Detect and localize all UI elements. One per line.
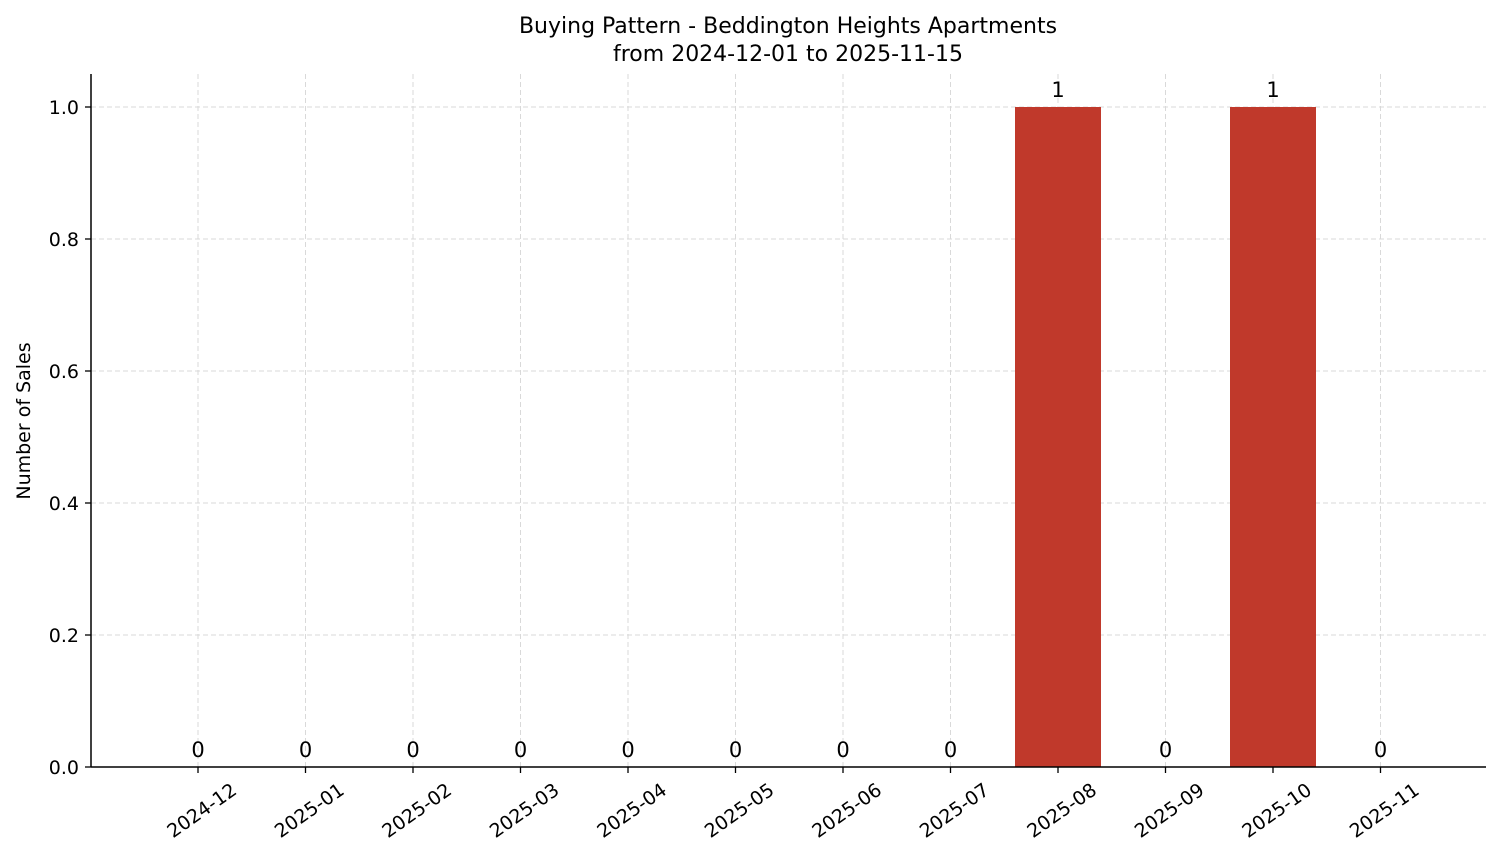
- bar-value-label: 0: [836, 738, 849, 762]
- bar: [1015, 107, 1101, 767]
- chart-title-line-2: from 2024-12-01 to 2025-11-15: [613, 42, 963, 67]
- bar: [1230, 107, 1316, 767]
- bar-value-label: 0: [1159, 738, 1172, 762]
- x-tick-label: 2025-09: [1131, 779, 1209, 843]
- bar-value-label: 0: [406, 738, 419, 762]
- chart-title-line-1: Buying Pattern - Beddington Heights Apar…: [519, 14, 1057, 39]
- data-labels: 0 0 0 0 0 0 0 0 1 0 1 0: [191, 78, 1387, 762]
- y-tick-label: 0.8: [49, 229, 79, 251]
- y-tick-label: 1.0: [49, 97, 79, 119]
- bar-value-label: 0: [944, 738, 957, 762]
- bar-value-label: 0: [1374, 738, 1387, 762]
- bar-value-label: 0: [621, 738, 634, 762]
- y-axis-label: Number of Sales: [13, 342, 35, 499]
- bar-value-label: 0: [299, 738, 312, 762]
- ticks: 0.0 0.2 0.4 0.6 0.8 1.0 2024-12 2025-01 2025-02 2…: [49, 97, 1424, 843]
- bar-value-label: 0: [729, 738, 742, 762]
- x-tick-label: 2025-02: [378, 779, 456, 843]
- x-tick-label: 2025-03: [486, 779, 564, 843]
- bar-value-label: 0: [191, 738, 204, 762]
- y-tick-label: 0.4: [49, 493, 79, 515]
- x-tick-label: 2025-07: [916, 779, 994, 843]
- y-tick-label: 0.0: [49, 757, 79, 779]
- bar-value-label: 1: [1266, 78, 1279, 102]
- x-tick-label: 2025-04: [593, 779, 671, 843]
- y-tick-label: 0.6: [49, 361, 79, 383]
- y-tick-label: 0.2: [49, 625, 79, 647]
- bar-value-label: 1: [1051, 78, 1064, 102]
- x-tick-label: 2025-11: [1346, 779, 1424, 843]
- x-tick-label: 2025-06: [808, 779, 886, 843]
- bar-value-label: 0: [514, 738, 527, 762]
- bars: [1015, 107, 1316, 767]
- grid-lines: [91, 74, 1486, 768]
- x-tick-label: 2025-08: [1023, 779, 1101, 843]
- axes: [90, 74, 1486, 768]
- x-tick-label: 2025-05: [701, 779, 779, 843]
- x-tick-label: 2025-10: [1238, 779, 1316, 843]
- x-tick-label: 2024-12: [163, 779, 241, 843]
- x-tick-label: 2025-01: [271, 779, 349, 843]
